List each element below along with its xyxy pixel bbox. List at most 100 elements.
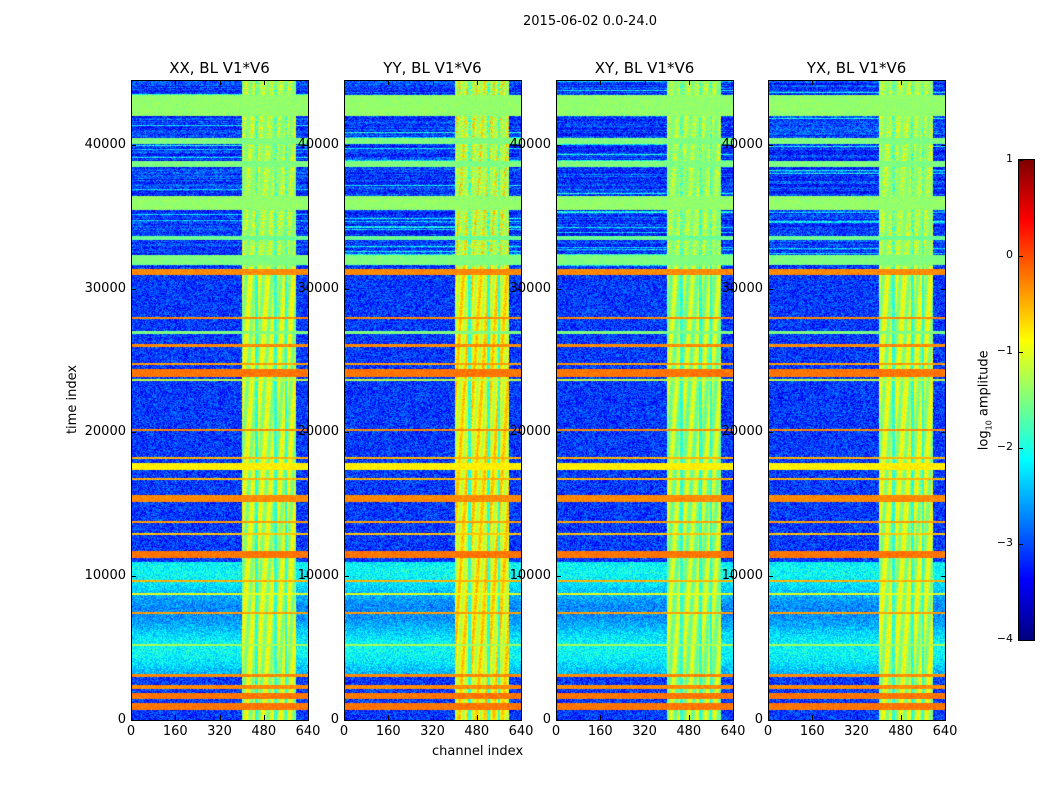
x-tick-label: 480 <box>464 724 490 739</box>
x-tick-mark <box>644 80 646 85</box>
x-tick-mark <box>521 715 522 720</box>
y-tick-label: 0 <box>754 712 763 727</box>
x-tick-label: 320 <box>420 724 445 739</box>
y-tick-mark <box>517 576 522 578</box>
x-tick-mark <box>688 80 690 85</box>
x-tick-mark <box>263 80 265 85</box>
x-tick-label: 480 <box>676 724 702 739</box>
heatmap-panel-0 <box>131 80 308 720</box>
x-tick-mark <box>556 80 557 85</box>
y-tick-label: 10000 <box>84 568 126 584</box>
y-tick-mark <box>729 144 734 146</box>
x-tick-mark <box>768 80 769 85</box>
x-tick-mark <box>263 715 265 720</box>
x-tick-label: 0 <box>339 724 349 739</box>
y-tick-mark <box>729 576 734 578</box>
x-tick-mark <box>432 715 434 720</box>
colorbar-tick-label: 0 <box>1006 248 1013 261</box>
x-tick-label: 160 <box>587 724 613 739</box>
y-tick-mark <box>556 144 561 146</box>
panel-title: XX, BL V1*V6 <box>169 59 270 77</box>
y-tick-label: 10000 <box>721 568 763 584</box>
x-tick-mark <box>175 80 177 85</box>
y-tick-mark <box>344 576 349 578</box>
x-tick-label: 640 <box>295 724 321 739</box>
y-tick-mark <box>556 288 561 290</box>
y-tick-mark <box>768 288 773 290</box>
colorbar-tick-mark <box>1019 256 1023 257</box>
x-tick-label: 0 <box>551 724 561 739</box>
colorbar-tick-mark <box>1019 448 1023 449</box>
y-tick-label: 40000 <box>721 136 763 152</box>
x-tick-label: 640 <box>932 724 958 739</box>
x-tick-mark <box>688 715 690 720</box>
y-tick-mark <box>941 720 946 721</box>
y-tick-label: 20000 <box>721 424 763 440</box>
y-tick-mark <box>729 432 734 434</box>
x-tick-mark <box>900 715 902 720</box>
colorbar-tick-label: −1 <box>996 344 1013 357</box>
x-tick-mark <box>344 715 345 720</box>
colorbar-tick-mark <box>1019 160 1023 161</box>
x-tick-mark <box>856 80 858 85</box>
colorbar-tick-label: 1 <box>1006 152 1013 165</box>
x-tick-mark <box>521 80 522 85</box>
x-tick-mark <box>733 715 734 720</box>
colorbar-tick-mark <box>1019 352 1023 353</box>
y-tick-mark <box>729 288 734 290</box>
y-tick-label: 30000 <box>297 280 339 296</box>
colorbar-tick-mark <box>1019 640 1023 641</box>
y-tick-mark <box>344 432 349 434</box>
x-tick-mark <box>432 80 434 85</box>
x-axis-label: channel index <box>432 744 524 759</box>
y-tick-mark <box>941 288 946 290</box>
y-tick-label: 20000 <box>84 424 126 440</box>
y-tick-label: 0 <box>117 712 126 727</box>
x-tick-mark <box>308 715 309 720</box>
x-tick-label: 640 <box>508 724 534 739</box>
x-tick-mark <box>812 715 814 720</box>
x-tick-mark <box>600 80 602 85</box>
x-tick-label: 320 <box>207 724 232 739</box>
x-tick-mark <box>733 80 734 85</box>
panel-title: YY, BL V1*V6 <box>383 59 482 77</box>
x-tick-label: 480 <box>888 724 914 739</box>
y-tick-mark <box>941 432 946 434</box>
x-tick-label: 0 <box>126 724 136 739</box>
x-tick-mark <box>388 715 390 720</box>
x-tick-label: 160 <box>162 724 188 739</box>
heatmap-panel-3 <box>768 80 945 720</box>
y-tick-mark <box>941 144 946 146</box>
x-tick-mark <box>476 80 478 85</box>
y-tick-mark <box>517 288 522 290</box>
panel-title: XY, BL V1*V6 <box>594 59 695 77</box>
y-tick-label: 30000 <box>721 280 763 296</box>
x-tick-label: 320 <box>632 724 657 739</box>
panel-title: YX, BL V1*V6 <box>806 59 907 77</box>
y-tick-label: 0 <box>542 712 551 727</box>
y-tick-mark <box>344 144 349 146</box>
colorbar-tick-label: −2 <box>996 440 1013 453</box>
x-tick-mark <box>131 715 132 720</box>
colorbar <box>1019 160 1034 640</box>
x-tick-mark <box>219 80 221 85</box>
colorbar-label: log10 amplitude <box>976 350 994 451</box>
y-tick-mark <box>556 720 561 721</box>
colorbar-tick-label: −4 <box>996 632 1013 645</box>
y-tick-label: 40000 <box>509 136 551 152</box>
x-tick-label: 0 <box>763 724 773 739</box>
y-tick-label: 30000 <box>84 280 126 296</box>
x-tick-mark <box>600 715 602 720</box>
y-tick-mark <box>768 576 773 578</box>
y-tick-label: 10000 <box>297 568 339 584</box>
y-axis-label: time index <box>65 364 81 435</box>
y-tick-mark <box>556 432 561 434</box>
y-tick-mark <box>768 432 773 434</box>
x-tick-label: 320 <box>844 724 869 739</box>
y-tick-label: 40000 <box>84 136 126 152</box>
heatmap-panel-2 <box>556 80 733 720</box>
y-tick-label: 30000 <box>509 280 551 296</box>
x-tick-mark <box>856 715 858 720</box>
y-tick-mark <box>131 720 136 721</box>
x-tick-mark <box>131 80 132 85</box>
